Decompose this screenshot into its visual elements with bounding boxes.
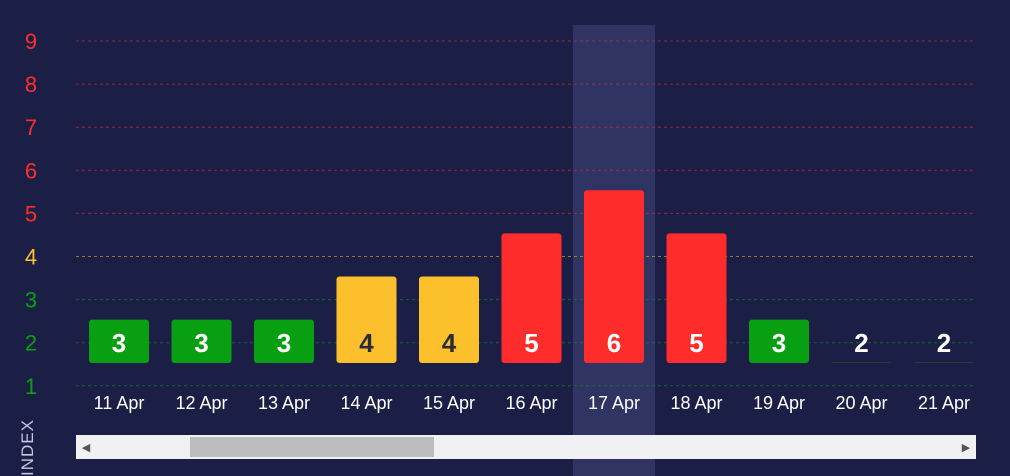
x-tick-label: 16 Apr <box>505 393 557 413</box>
y-axis-label: INDEX <box>18 419 37 476</box>
bar[interactable] <box>666 233 727 363</box>
y-tick-label: 3 <box>25 288 37 313</box>
x-tick-label: 21 Apr <box>918 393 970 413</box>
bar[interactable] <box>89 319 149 363</box>
bar-value-label: 4 <box>442 328 457 358</box>
bar[interactable] <box>171 319 232 363</box>
bar-value-label: 5 <box>524 328 538 358</box>
scroll-thumb[interactable] <box>190 437 434 457</box>
bar-value-label: 5 <box>689 328 703 358</box>
y-tick-label: 5 <box>25 201 37 226</box>
y-tick-label: 6 <box>25 158 37 183</box>
bar-value-label: 3 <box>277 328 291 358</box>
bar[interactable] <box>336 276 397 364</box>
x-tick-label: 19 Apr <box>753 393 805 413</box>
bar-value-label: 3 <box>772 328 786 358</box>
x-tick-label: 20 Apr <box>835 393 887 413</box>
x-tick-label: 12 Apr <box>175 393 227 413</box>
scroll-left-arrow-icon[interactable]: ◀ <box>81 441 91 454</box>
bar-value-label: 2 <box>937 328 951 358</box>
y-tick-label: 4 <box>25 245 37 270</box>
bar-value-label: 2 <box>854 328 868 358</box>
x-tick-label: 15 Apr <box>423 393 475 413</box>
horizontal-scrollbar[interactable]: ◀ ▶ <box>76 435 976 459</box>
x-tick-label: 11 Apr <box>94 393 145 413</box>
x-tick-label: 17 Apr <box>588 393 640 413</box>
bar[interactable] <box>584 190 644 363</box>
scroll-right-arrow-icon[interactable]: ▶ <box>961 441 971 454</box>
bar[interactable] <box>501 233 562 363</box>
y-tick-label: 2 <box>25 331 37 356</box>
x-tick-label: 18 Apr <box>670 393 722 413</box>
bar-value-label: 6 <box>607 328 621 358</box>
bar-value-label: 3 <box>194 328 208 358</box>
x-tick-label: 13 Apr <box>258 393 310 413</box>
y-tick-label: 8 <box>25 72 37 97</box>
bar-value-label: 4 <box>359 328 374 358</box>
x-tick-label: 14 Apr <box>340 393 392 413</box>
y-tick-label: 7 <box>25 115 37 140</box>
y-tick-label: 9 <box>25 29 37 54</box>
bar[interactable] <box>419 276 479 364</box>
bar-value-label: 3 <box>112 328 126 358</box>
y-tick-label: 1 <box>25 374 37 399</box>
bar[interactable] <box>254 319 314 363</box>
bar[interactable] <box>749 319 809 363</box>
